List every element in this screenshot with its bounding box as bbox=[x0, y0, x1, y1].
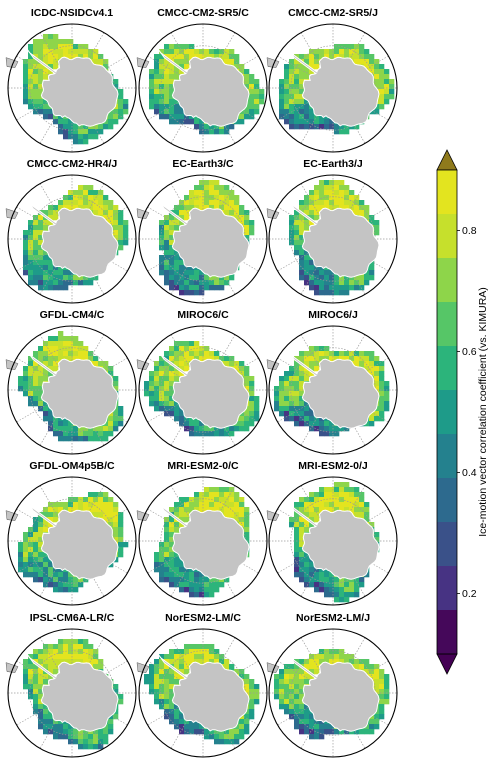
panel-title: ICDC-NSIDCv4.1 bbox=[31, 7, 113, 19]
antarctica-landmass bbox=[155, 498, 250, 580]
colorbar-segment bbox=[437, 434, 457, 478]
antarctica-landmass bbox=[24, 196, 119, 278]
map-boundary bbox=[7, 628, 137, 758]
antarctica-landmass bbox=[285, 196, 380, 278]
panel-title: CMCC-CM2-HR4/J bbox=[27, 158, 118, 170]
antarctica-landmass bbox=[285, 347, 380, 429]
map-panels: ICDC-NSIDCv4.1 CMCC-CM2-SR5/C CMCC-CM2-SR5… bbox=[5, 7, 398, 758]
antarctica-landmass bbox=[285, 498, 380, 580]
map-boundary bbox=[7, 23, 137, 153]
colorbar-over-triangle bbox=[436, 149, 458, 171]
map-panel: MIROC6/J bbox=[266, 309, 398, 455]
panel-title: NorESM2-LM/J bbox=[296, 612, 370, 624]
panel-title: CMCC-CM2-SR5/J bbox=[288, 7, 378, 19]
antarctica-landmass bbox=[285, 45, 380, 127]
antarctica-landmass bbox=[155, 650, 250, 732]
map-boundary bbox=[268, 476, 398, 606]
colorbar-under-triangle bbox=[436, 653, 458, 675]
map-boundary bbox=[138, 628, 268, 758]
map-panel: CMCC-CM2-SR5/J bbox=[266, 7, 398, 153]
map-panel: NorESM2-LM/J bbox=[266, 612, 398, 758]
map-panel: MRI-ESM2-0/J bbox=[266, 460, 398, 606]
colorbar-segment bbox=[437, 170, 457, 214]
map-panel: GFDL-OM4p5B/C bbox=[5, 460, 137, 606]
map-panel: CMCC-CM2-HR4/J bbox=[5, 158, 137, 304]
antarctica-landmass bbox=[155, 347, 250, 429]
panel-title: NorESM2-LM/C bbox=[165, 612, 241, 624]
map-panel: EC-Earth3/J bbox=[266, 158, 398, 304]
panel-title: GFDL-OM4p5B/C bbox=[29, 460, 115, 472]
colorbar-tick-label: 0.2 bbox=[462, 588, 477, 600]
panel-title: CMCC-CM2-SR5/C bbox=[157, 7, 249, 19]
colorbar-segment bbox=[437, 610, 457, 654]
map-panel: EC-Earth3/C bbox=[136, 158, 268, 304]
map-panel: MRI-ESM2-0/C bbox=[136, 460, 268, 606]
antarctica-landmass bbox=[285, 650, 380, 732]
colorbar-tick-label: 0.8 bbox=[462, 225, 477, 237]
colorbar-segment bbox=[437, 346, 457, 390]
colorbar-segment bbox=[437, 566, 457, 610]
panel-title: GFDL-CM4/C bbox=[40, 309, 105, 321]
map-panel: GFDL-CM4/C bbox=[5, 309, 137, 455]
map-boundary bbox=[138, 23, 268, 153]
colorbar-segment bbox=[437, 522, 457, 566]
panel-title: MRI-ESM2-0/C bbox=[167, 460, 239, 472]
colorbar-segment bbox=[437, 258, 457, 302]
map-boundary bbox=[7, 325, 137, 455]
map-panel: ICDC-NSIDCv4.1 bbox=[5, 7, 137, 153]
map-panel: MIROC6/C bbox=[136, 309, 268, 455]
map-panel: NorESM2-LM/C bbox=[136, 612, 268, 758]
map-boundary bbox=[138, 325, 268, 455]
antarctica-landmass bbox=[155, 196, 250, 278]
antarctica-landmass bbox=[24, 650, 119, 732]
colorbar-segment bbox=[437, 390, 457, 434]
map-boundary bbox=[268, 325, 398, 455]
panel-title: EC-Earth3/C bbox=[172, 158, 234, 170]
antarctica-landmass bbox=[24, 498, 119, 580]
colorbar-tick-label: 0.6 bbox=[462, 346, 477, 358]
colorbar-segment bbox=[437, 214, 457, 258]
colorbar-segment bbox=[437, 302, 457, 346]
panel-title: IPSL-CM6A-LR/C bbox=[30, 612, 115, 624]
map-boundary bbox=[7, 174, 137, 304]
map-panel: IPSL-CM6A-LR/C bbox=[5, 612, 137, 758]
colorbar-segment bbox=[437, 478, 457, 522]
map-boundary bbox=[138, 476, 268, 606]
map-boundary bbox=[268, 628, 398, 758]
panel-title: MIROC6/J bbox=[308, 309, 358, 321]
map-boundary bbox=[7, 476, 137, 606]
panel-title: EC-Earth3/J bbox=[303, 158, 363, 170]
antarctica-landmass bbox=[155, 45, 250, 127]
antarctica-landmass bbox=[24, 347, 119, 429]
map-panel: CMCC-CM2-SR5/C bbox=[136, 7, 268, 153]
panel-title: MRI-ESM2-0/J bbox=[298, 460, 368, 472]
colorbar-label: Ice-motion vector correlation coefficien… bbox=[477, 287, 489, 537]
colorbar-tick-label: 0.4 bbox=[462, 467, 477, 479]
map-boundary bbox=[268, 174, 398, 304]
map-boundary bbox=[138, 174, 268, 304]
panel-title: MIROC6/C bbox=[177, 309, 229, 321]
colorbar: 0.2 0.4 0.6 0.8 Ice-motion vector correlati… bbox=[436, 149, 489, 675]
map-boundary bbox=[268, 23, 398, 153]
antarctica-landmass bbox=[24, 45, 119, 127]
